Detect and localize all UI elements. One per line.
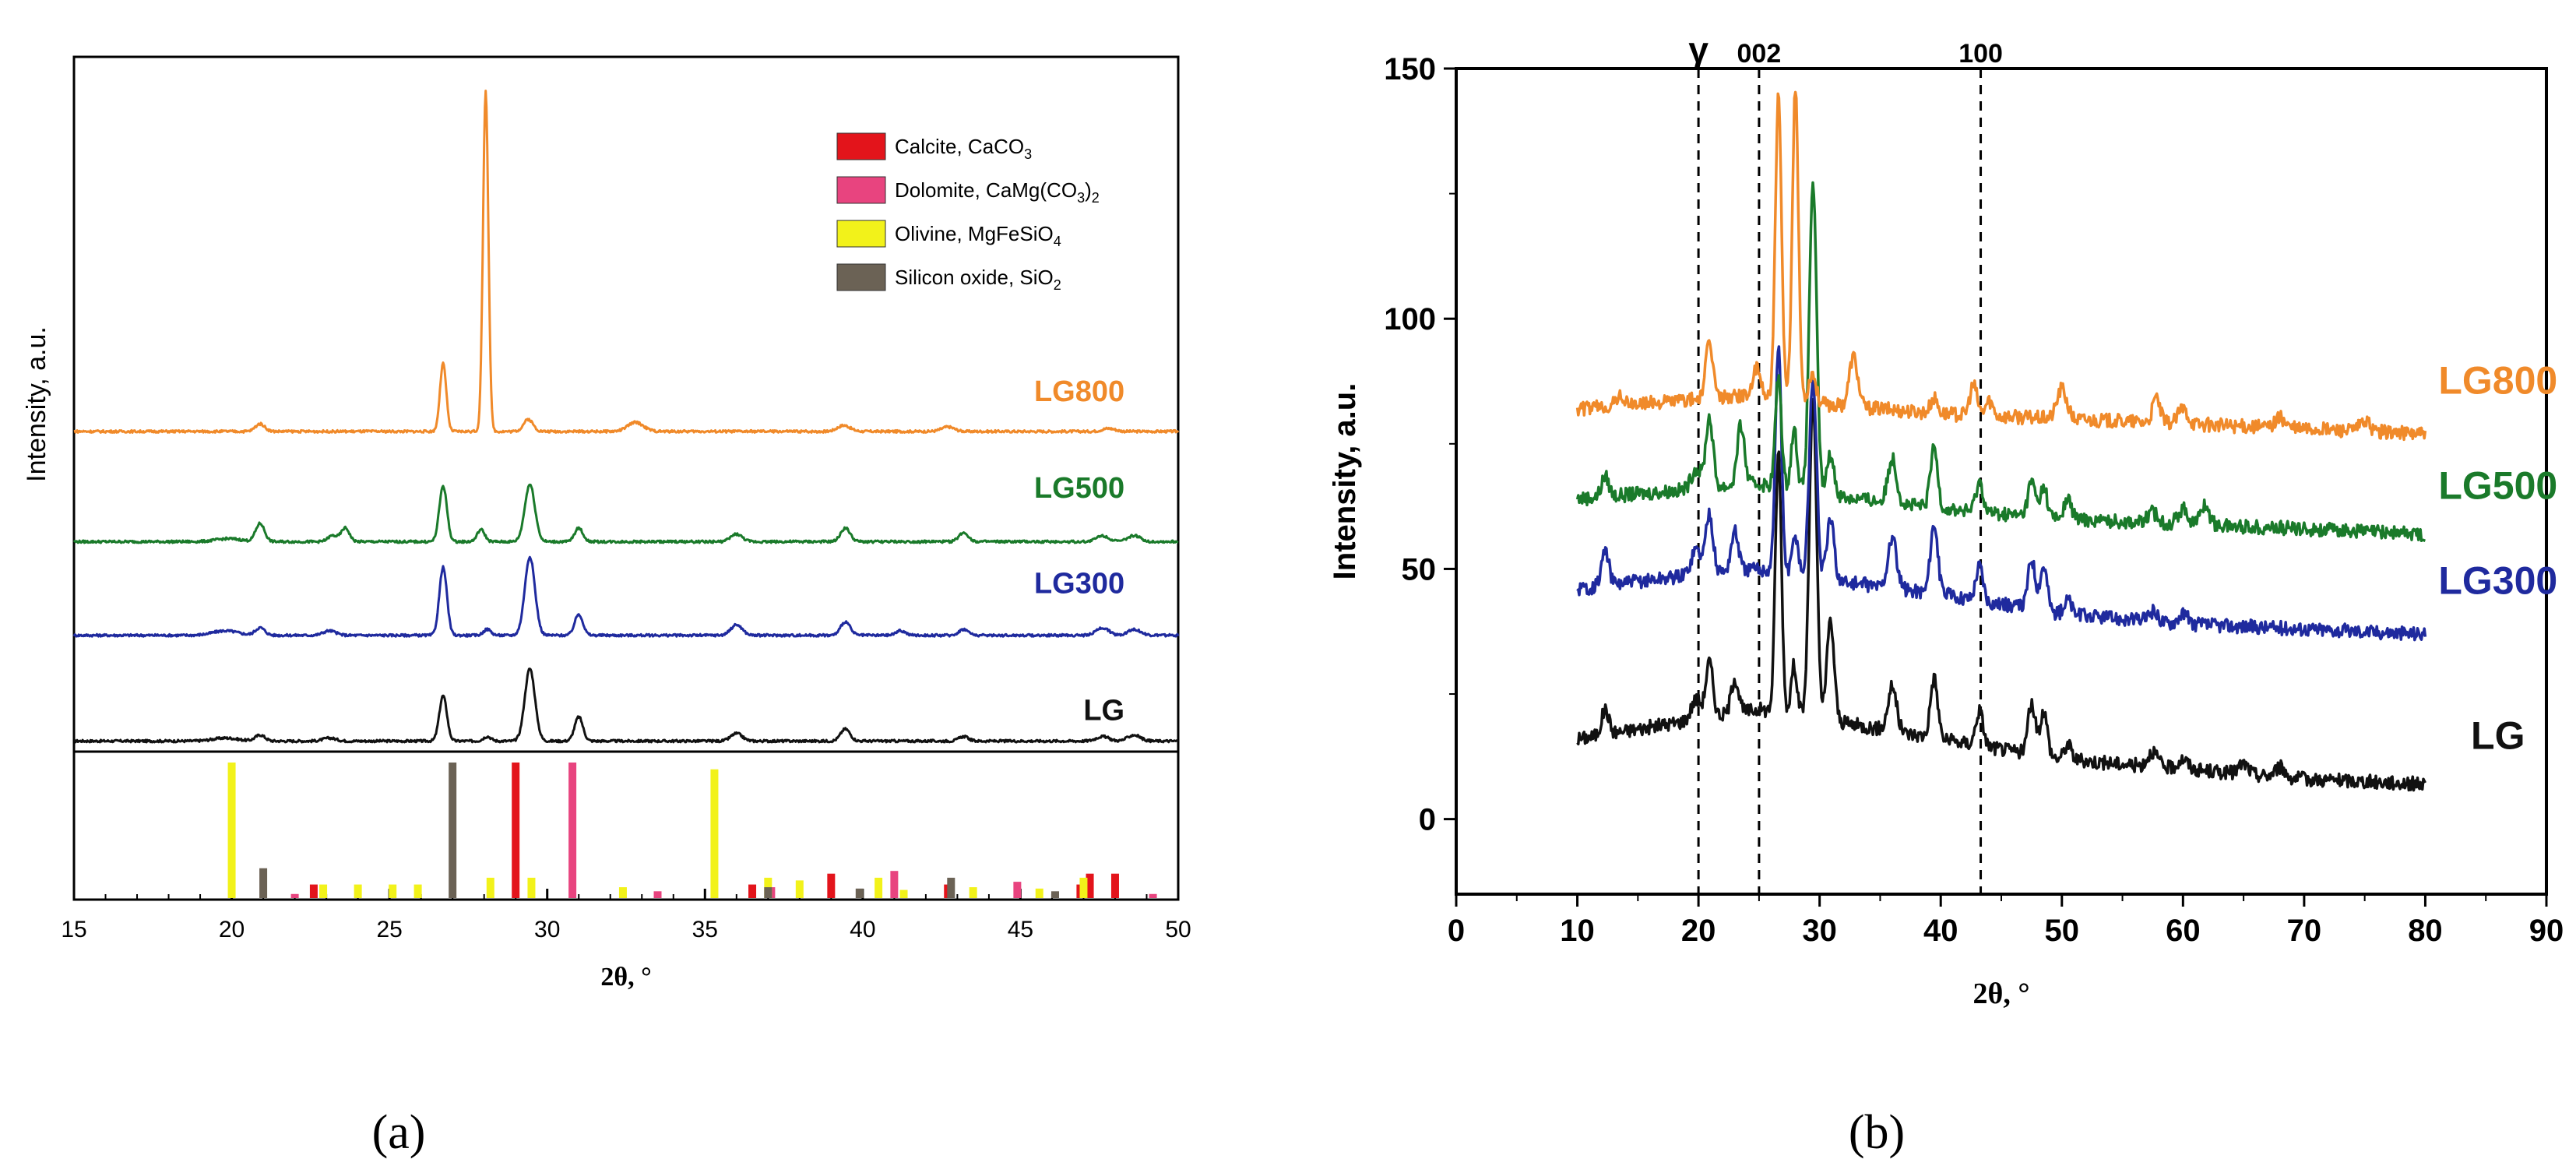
panel-a-stick-silicon_oxide (1050, 891, 1059, 898)
panel-a-x-axis-label: 2θ, ° (600, 963, 651, 992)
panel-a-x-tick-label: 15 (61, 917, 86, 942)
panel-b-series-lg300 (1576, 345, 2427, 642)
panel-a-x-tick-label: 35 (692, 917, 718, 942)
panel-a-stick-olivine (389, 884, 397, 898)
panel-b-reference-label: γ (1688, 30, 1709, 70)
panel-b-chart: 0 10 20 30 40 50 60 70 80 90 0 50 100 150 2θ, ° Intensi… (1328, 30, 2564, 1010)
panel-a-stick-olivine (899, 889, 908, 898)
panel-a-stick-olivine (527, 877, 536, 898)
panel-a-stick-dolomite (1149, 893, 1157, 898)
panel-a-series-lg500 (72, 483, 1179, 544)
panel-a-label-lg: LG (1083, 694, 1124, 727)
panel-a-stick-calcite (827, 873, 836, 898)
panel-a-label-lg300: LG300 (1034, 567, 1124, 600)
panel-a-series-lg (73, 668, 1180, 744)
panel-a-legend-entry-dolomite: Dolomite, CaMg(CO3)2 (895, 178, 1100, 206)
panel-a-stick-silicon_oxide (855, 888, 864, 898)
panel-a-x-tick-label: 45 (1008, 917, 1033, 942)
panel-b-y-tick-label: 100 (1384, 302, 1436, 336)
panel-a-stick-dolomite (568, 763, 577, 898)
panel-b-x-tick-label: 40 (1923, 914, 1958, 948)
panel-b-x-tick-label: 80 (2408, 914, 2443, 948)
panel-a-frame (72, 55, 1180, 901)
panel-a-stick-dolomite (1013, 882, 1022, 898)
panel-a-stick-calcite (748, 884, 757, 898)
panel-a-x-tick-label: 50 (1165, 917, 1191, 942)
panel-b-y-tick-label: 50 (1402, 552, 1437, 586)
panel-a-chart: 15 20 25 30 35 40 45 50 2θ, ° Intensity, a.u. LG LG… (22, 55, 1191, 992)
panel-b-y-tick-label: 150 (1384, 52, 1436, 86)
panel-a-stick-silicon_oxide (947, 877, 955, 898)
panel-b-reference-label: 100 (1958, 39, 2003, 69)
panel-a-stick-olivine (1079, 877, 1088, 898)
panel-a-stick-olivine (227, 763, 236, 898)
panel-b-x-tick-label: 50 (2045, 914, 2080, 948)
panel-b-label-lg300: LG300 (2438, 559, 2557, 603)
panel-a-stick-olivine (875, 877, 883, 898)
panel-a-series-lg300 (72, 555, 1180, 638)
panel-a-stick-olivine (1035, 888, 1043, 898)
panel-a-stick-calcite (1110, 873, 1119, 898)
panel-a-x-tick-label: 25 (376, 917, 402, 942)
panel-b-series-lg500 (1575, 181, 2426, 542)
panel-a-stick-olivine (354, 884, 362, 898)
panel-a-stick-olivine (413, 884, 422, 898)
panel-a-x-tick-label: 40 (850, 917, 875, 942)
panel-b-label-lg800: LG800 (2438, 359, 2557, 403)
panel-b-y-axis-label: Intensity, a.u. (1328, 383, 1362, 580)
panel-b-y-tick-label: 0 (1419, 803, 1436, 837)
panel-a-series-lg800 (73, 90, 1180, 434)
panel-a-stick-silicon_oxide (259, 868, 268, 898)
panel-a-label-lg800: LG800 (1034, 375, 1124, 408)
panel-a-stick-olivine (969, 887, 977, 898)
panel-a-stick-calcite (1086, 873, 1094, 898)
panel-a-stick-calcite (512, 763, 520, 898)
panel-b-x-tick-label: 30 (1802, 914, 1837, 948)
panel-a-legend-entry-olivine: Olivine, MgFeSiO4 (895, 222, 1061, 249)
panel-a-legend-swatch-dolomite (836, 176, 886, 204)
panel-a-y-axis-label: Intensity, a.u. (22, 326, 51, 482)
panel-b-reference-label: 002 (1737, 39, 1782, 69)
panel-a-legend-swatch-calcite (836, 132, 886, 160)
panel-a-label-lg500: LG500 (1034, 472, 1124, 505)
panel-a-legend-entry-silicon_oxide: Silicon oxide, SiO2 (895, 266, 1061, 293)
panel-a-legend-entry-calcite: Calcite, CaCO3 (895, 135, 1032, 162)
panel-a-stick-silicon_oxide (449, 763, 457, 898)
panel-b-x-tick-label: 70 (2287, 914, 2322, 948)
panel-a-x-tick-label: 30 (534, 917, 560, 942)
panel-b-label-lg: LG (2471, 714, 2525, 758)
panel-a-stick-calcite (309, 884, 318, 898)
panel-b-x-tick-label: 0 (1448, 914, 1465, 948)
panel-a-stick-dolomite (653, 891, 662, 898)
panel-a-label: (a) (372, 1106, 426, 1159)
panel-b-x-tick-label: 20 (1681, 914, 1716, 948)
panel-a-stick-dolomite (290, 893, 299, 898)
panel-b-x-tick-label: 10 (1560, 914, 1595, 948)
panel-a-legend-swatch-olivine (836, 220, 886, 248)
panel-a-stick-dolomite (890, 871, 899, 898)
panel-a-stick-olivine (319, 884, 328, 898)
panel-b-label-lg500: LG500 (2438, 463, 2557, 507)
panel-a-legend-swatch-silicon_oxide (836, 263, 886, 291)
panel-b-x-axis-label: 2θ, ° (1972, 978, 2029, 1010)
panel-a-stick-olivine (618, 887, 627, 898)
panel-b-series-lg800 (1575, 90, 2427, 442)
panel-b-label: (b) (1849, 1106, 1905, 1159)
panel-b-x-tick-label: 90 (2529, 914, 2564, 948)
panel-a-stick-olivine (486, 877, 494, 898)
panel-a-stick-olivine (795, 880, 804, 898)
panel-a-x-tick-label: 20 (219, 917, 245, 942)
panel-b-x-tick-label: 60 (2166, 914, 2201, 948)
panel-a-stick-silicon_oxide (764, 887, 772, 898)
panel-b-series-lg (1576, 397, 2426, 792)
panel-a-stick-olivine (710, 769, 719, 898)
